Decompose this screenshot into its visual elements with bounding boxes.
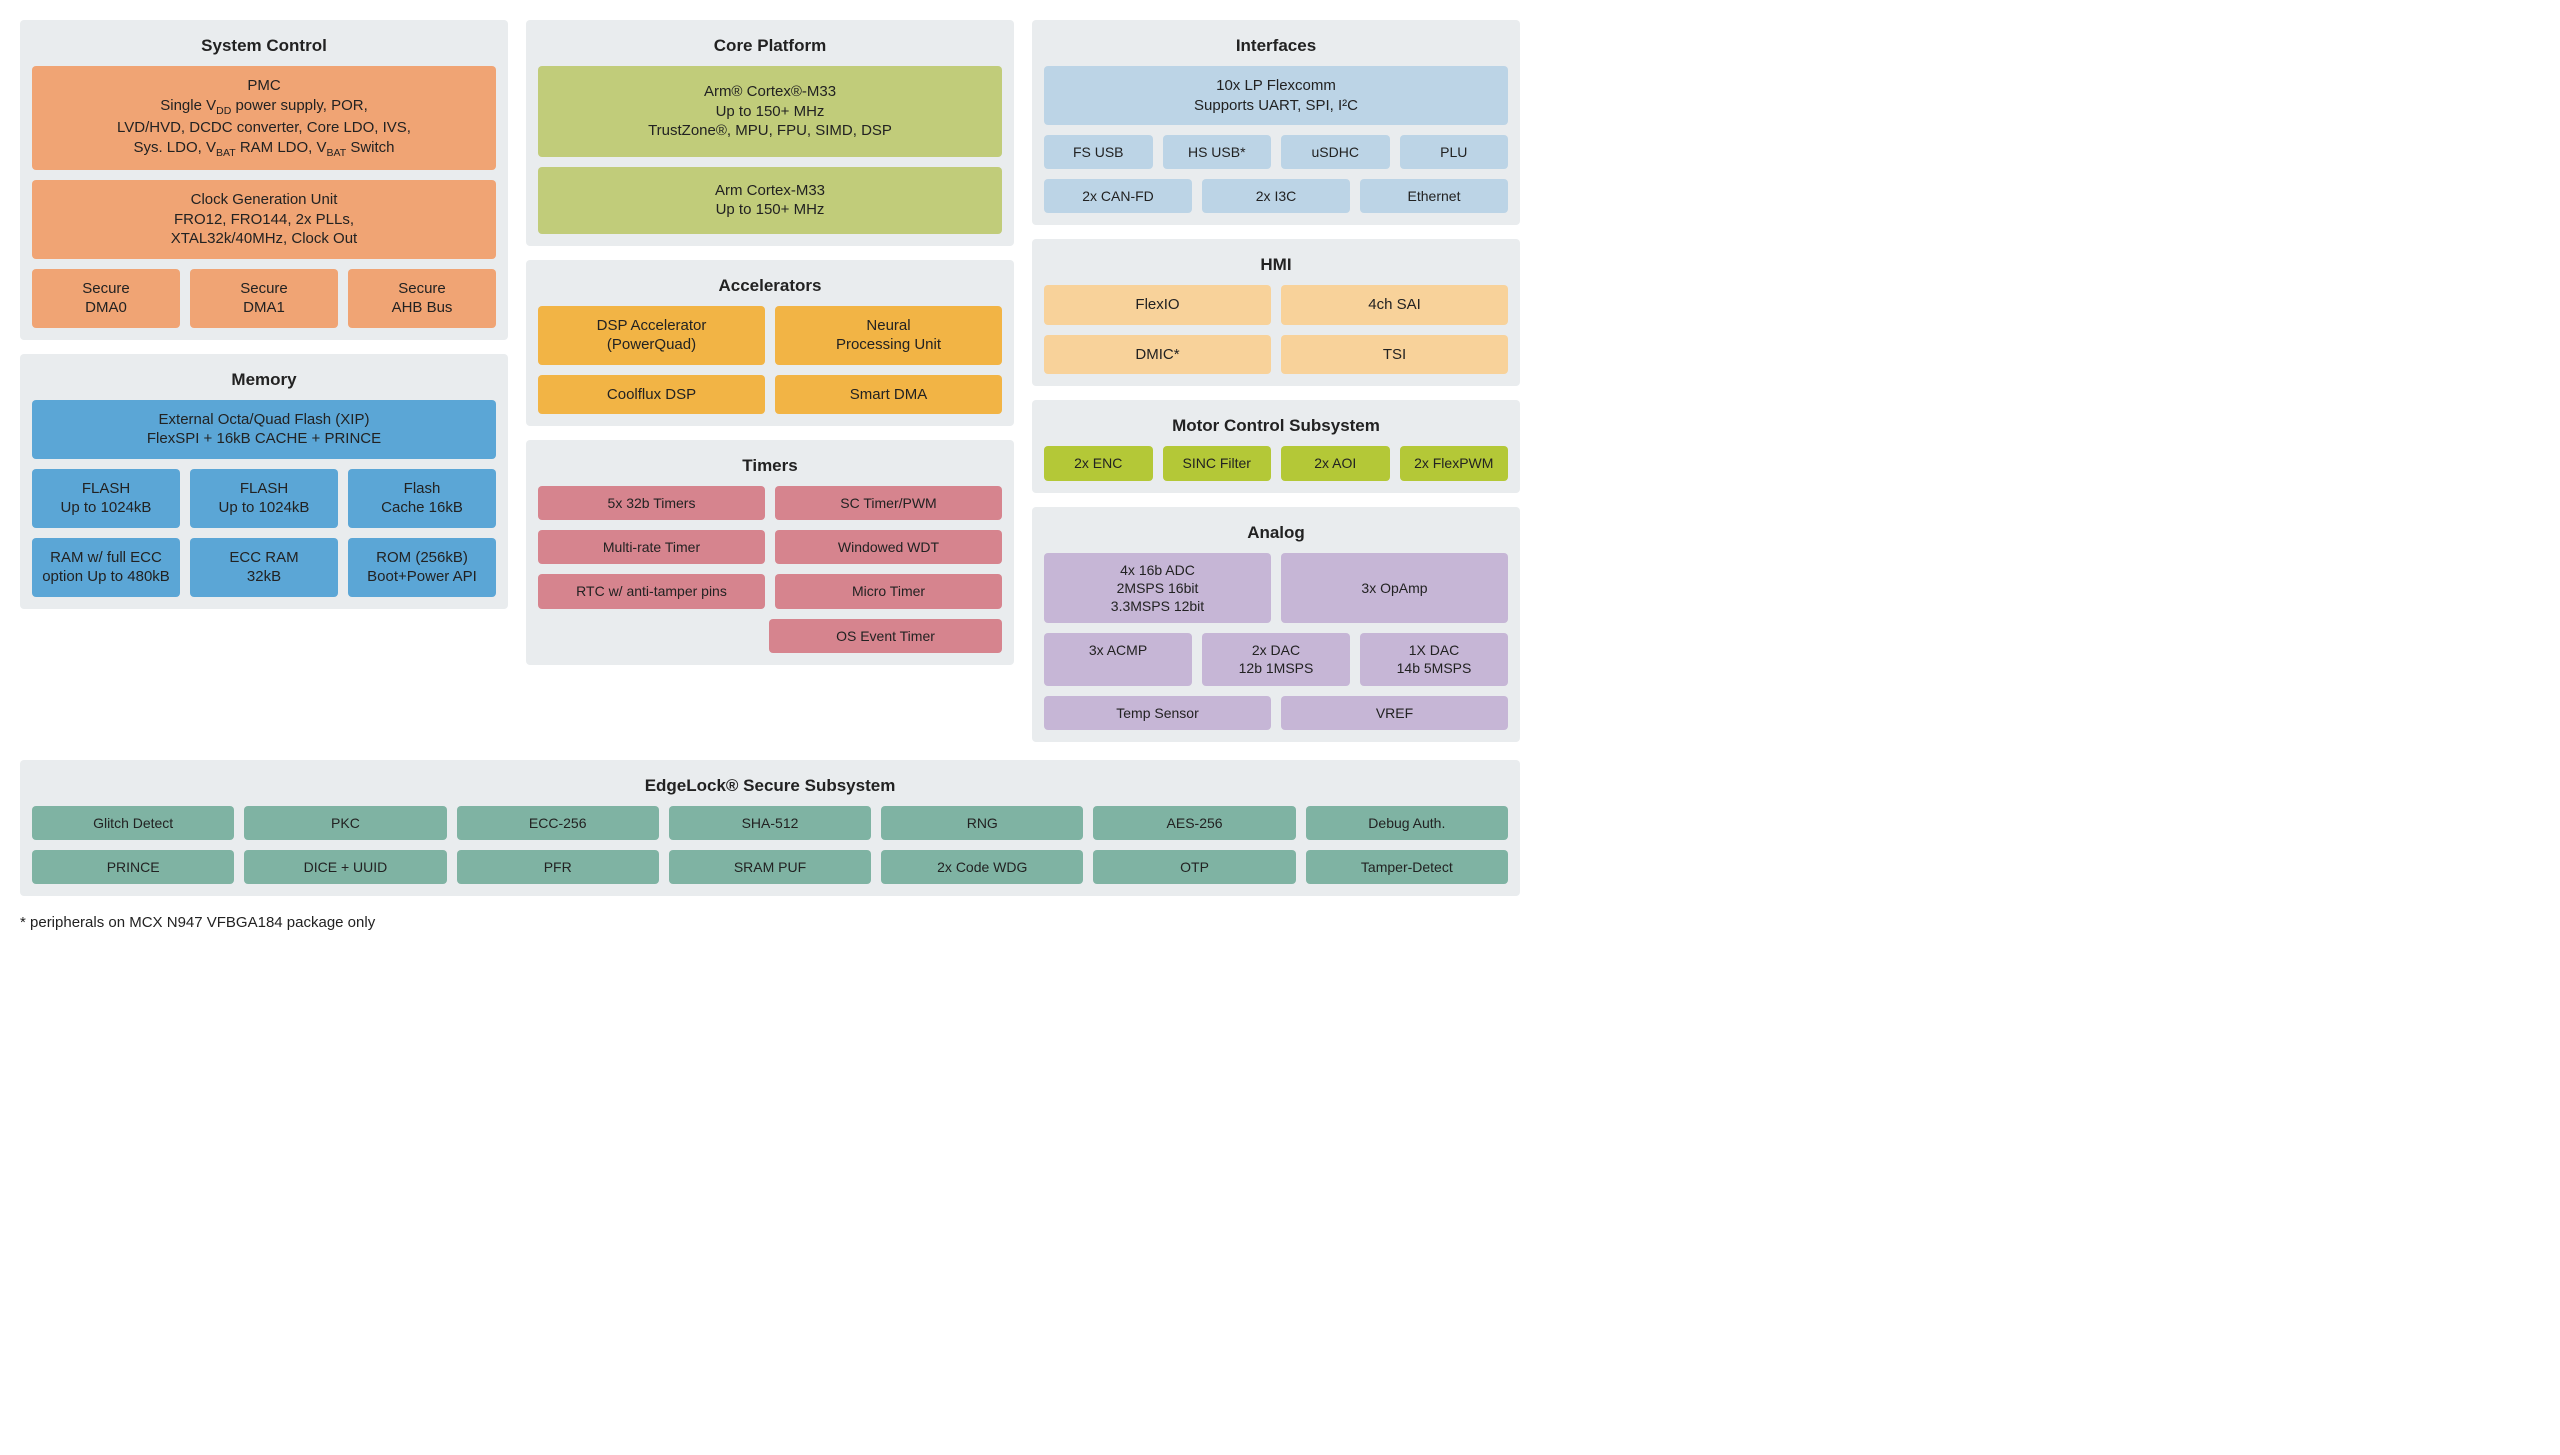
col-right: Interfaces 10x LP Flexcomm Supports UART… xyxy=(1032,20,1520,742)
pmc-line-1: Single VDD power supply, POR, xyxy=(40,96,488,119)
block-fsusb: FS USB xyxy=(1044,135,1153,169)
panel-timers: Timers 5x 32b Timers SC Timer/PWM Multi-… xyxy=(526,440,1014,665)
block-ecc256: ECC-256 xyxy=(457,806,659,840)
block-plu: PLU xyxy=(1400,135,1509,169)
block-prince: PRINCE xyxy=(32,850,234,884)
block-debugauth: Debug Auth. xyxy=(1306,806,1508,840)
block-puf: SRAM PUF xyxy=(669,850,871,884)
col-mid: Core Platform Arm® Cortex®-M33 Up to 150… xyxy=(526,20,1014,742)
col-left: System Control PMC Single VDD power supp… xyxy=(20,20,508,742)
block-ext-flash: External Octa/Quad Flash (XIP) FlexSPI +… xyxy=(32,400,496,459)
block-sinc: SINC Filter xyxy=(1163,446,1272,480)
spacer xyxy=(538,619,759,653)
block-flexcomm: 10x LP Flexcomm Supports UART, SPI, I²C xyxy=(1044,66,1508,125)
panel-title: Motor Control Subsystem xyxy=(1044,410,1508,446)
block-wwdt: Windowed WDT xyxy=(775,530,1002,564)
panel-core: Core Platform Arm® Cortex®-M33 Up to 150… xyxy=(526,20,1014,246)
block-canfd: 2x CAN-FD xyxy=(1044,179,1192,213)
block-rom: ROM (256kB)Boot+Power API xyxy=(348,538,496,597)
block-dmic: DMIC* xyxy=(1044,335,1271,375)
block-usdhc: uSDHC xyxy=(1281,135,1390,169)
block-aes256: AES-256 xyxy=(1093,806,1295,840)
panel-analog: Analog 4x 16b ADC 2MSPS 16bit 3.3MSPS 12… xyxy=(1032,507,1520,742)
block-i3c: 2x I3C xyxy=(1202,179,1350,213)
block-eth: Ethernet xyxy=(1360,179,1508,213)
block-hsusb: HS USB* xyxy=(1163,135,1272,169)
block-flexio: FlexIO xyxy=(1044,285,1271,325)
block-mrt: Multi-rate Timer xyxy=(538,530,765,564)
block-coolflux: Coolflux DSP xyxy=(538,375,765,415)
block-otp: OTP xyxy=(1093,850,1295,884)
block-dma0: SecureDMA0 xyxy=(32,269,180,328)
panel-secure: EdgeLock® Secure Subsystem Glitch Detect… xyxy=(20,760,1520,896)
block-utimer: Micro Timer xyxy=(775,574,1002,608)
block-ram-ecc: RAM w/ full ECCoption Up to 480kB xyxy=(32,538,180,597)
panel-title: Timers xyxy=(538,450,1002,486)
panel-motor: Motor Control Subsystem 2x ENC SINC Filt… xyxy=(1032,400,1520,492)
block-powerquad: DSP Accelerator(PowerQuad) xyxy=(538,306,765,365)
block-enc: 2x ENC xyxy=(1044,446,1153,480)
block-glitch: Glitch Detect xyxy=(32,806,234,840)
panel-title: Core Platform xyxy=(538,30,1002,66)
block-ahb: SecureAHB Bus xyxy=(348,269,496,328)
panel-title: System Control xyxy=(32,30,496,66)
pmc-line-3: Sys. LDO, VBAT RAM LDO, VBAT Switch xyxy=(40,138,488,161)
panel-title: HMI xyxy=(1044,249,1508,285)
panel-title: Accelerators xyxy=(538,270,1002,306)
block-npu: NeuralProcessing Unit xyxy=(775,306,1002,365)
block-adc: 4x 16b ADC 2MSPS 16bit 3.3MSPS 12bit xyxy=(1044,553,1271,624)
block-pkc: PKC xyxy=(244,806,446,840)
block-rng: RNG xyxy=(881,806,1083,840)
block-pmc: PMC Single VDD power supply, POR, LVD/HV… xyxy=(32,66,496,170)
panel-hmi: HMI FlexIO 4ch SAI DMIC* TSI xyxy=(1032,239,1520,386)
block-rtc: RTC w/ anti-tamper pins xyxy=(538,574,765,608)
block-aoi: 2x AOI xyxy=(1281,446,1390,480)
panel-memory: Memory External Octa/Quad Flash (XIP) Fl… xyxy=(20,354,508,609)
block-cgu: Clock Generation Unit FRO12, FRO144, 2x … xyxy=(32,180,496,259)
block-temp: Temp Sensor xyxy=(1044,696,1271,730)
block-pfr: PFR xyxy=(457,850,659,884)
block-flash-1: FLASHUp to 1024kB xyxy=(190,469,338,528)
block-diagram: System Control PMC Single VDD power supp… xyxy=(20,20,1520,896)
block-sha512: SHA-512 xyxy=(669,806,871,840)
block-dac12: 2x DAC12b 1MSPS xyxy=(1202,633,1350,685)
panel-system-control: System Control PMC Single VDD power supp… xyxy=(20,20,508,340)
block-32b-timers: 5x 32b Timers xyxy=(538,486,765,520)
block-vref: VREF xyxy=(1281,696,1508,730)
block-ecc-ram: ECC RAM32kB xyxy=(190,538,338,597)
block-cpu1: Arm Cortex-M33 Up to 150+ MHz xyxy=(538,167,1002,234)
block-flash-0: FLASHUp to 1024kB xyxy=(32,469,180,528)
block-ostimer: OS Event Timer xyxy=(769,619,1002,653)
block-tsi: TSI xyxy=(1281,335,1508,375)
block-flash-cache: FlashCache 16kB xyxy=(348,469,496,528)
block-smartdma: Smart DMA xyxy=(775,375,1002,415)
footnote: * peripherals on MCX N947 VFBGA184 packa… xyxy=(20,914,2540,931)
panel-interfaces: Interfaces 10x LP Flexcomm Supports UART… xyxy=(1032,20,1520,225)
panel-title: Interfaces xyxy=(1044,30,1508,66)
panel-accel: Accelerators DSP Accelerator(PowerQuad) … xyxy=(526,260,1014,427)
block-flexpwm: 2x FlexPWM xyxy=(1400,446,1509,480)
panel-title: EdgeLock® Secure Subsystem xyxy=(32,770,1508,806)
block-tamper: Tamper-Detect xyxy=(1306,850,1508,884)
block-dac14: 1X DAC14b 5MSPS xyxy=(1360,633,1508,685)
block-sai: 4ch SAI xyxy=(1281,285,1508,325)
panel-title: Analog xyxy=(1044,517,1508,553)
block-sctimer: SC Timer/PWM xyxy=(775,486,1002,520)
block-dice: DICE + UUID xyxy=(244,850,446,884)
block-opamp: 3x OpAmp xyxy=(1281,553,1508,624)
block-dma1: SecureDMA1 xyxy=(190,269,338,328)
panel-title: Memory xyxy=(32,364,496,400)
block-codewdg: 2x Code WDG xyxy=(881,850,1083,884)
block-cpu0: Arm® Cortex®-M33 Up to 150+ MHz TrustZon… xyxy=(538,66,1002,157)
block-acmp: 3x ACMP xyxy=(1044,633,1192,685)
